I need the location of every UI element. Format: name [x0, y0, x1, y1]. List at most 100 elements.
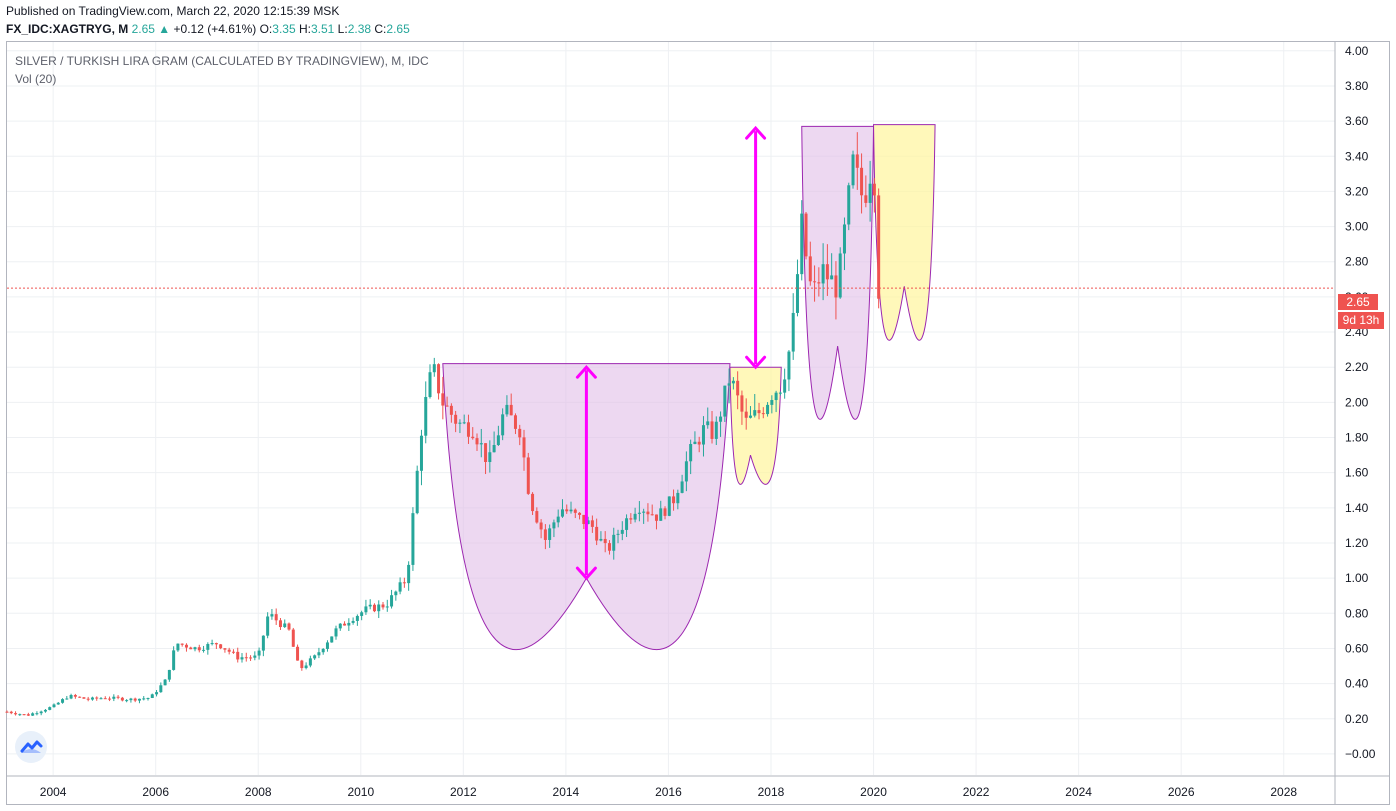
- candle-body: [813, 281, 817, 283]
- candle-body: [278, 620, 282, 628]
- candle-body: [642, 511, 646, 513]
- candle-body: [629, 518, 633, 520]
- candle-body: [69, 695, 73, 699]
- candle-body: [14, 713, 18, 715]
- candle-body: [659, 508, 663, 521]
- candle-body: [274, 614, 278, 621]
- candle-body: [351, 620, 355, 623]
- tradingview-logo-icon[interactable]: [15, 731, 47, 763]
- candle-body: [180, 643, 184, 645]
- candle-body: [428, 372, 432, 397]
- candle-body: [381, 604, 385, 608]
- candle-body: [441, 393, 445, 406]
- high-value: 3.51: [310, 22, 335, 36]
- candle-body: [411, 513, 415, 565]
- candle-body: [360, 612, 364, 616]
- candle-body: [744, 411, 748, 418]
- candle-body: [855, 154, 859, 168]
- candle-body: [300, 660, 304, 669]
- candle-body: [706, 421, 710, 426]
- candle-body: [513, 415, 517, 429]
- symbol-label: FX_IDC:XAGTRYG, M: [6, 22, 129, 36]
- y-tick-label: 3.00: [1345, 220, 1369, 234]
- arrow-head-top: [575, 364, 597, 379]
- candle-body: [99, 698, 103, 700]
- published-line: Published on TradingView.com, March 22, …: [6, 4, 340, 18]
- candle-body: [368, 604, 372, 607]
- candle-body: [202, 649, 206, 651]
- candle-body: [727, 383, 731, 386]
- candle-body: [304, 665, 308, 669]
- arrow-head-bottom: [745, 355, 767, 370]
- candle-body: [458, 422, 462, 424]
- candle-body: [129, 698, 133, 701]
- candle-body: [449, 405, 453, 415]
- candle-body: [714, 421, 718, 439]
- candle-body: [317, 652, 321, 656]
- candle-body: [31, 713, 35, 716]
- candle-body: [90, 697, 94, 700]
- y-tick-label: 0.80: [1345, 606, 1369, 620]
- candle-body: [125, 700, 129, 702]
- candle-body: [437, 364, 441, 394]
- candle-body: [825, 264, 829, 280]
- candle-body: [791, 312, 795, 352]
- candle-body: [372, 604, 376, 612]
- candle-body: [804, 213, 808, 257]
- low-label: L:: [337, 22, 348, 36]
- chart-frame[interactable]: [6, 41, 1390, 805]
- y-tick-label: 3.60: [1345, 114, 1369, 128]
- candle-body: [82, 697, 86, 699]
- candle-body: [261, 635, 265, 651]
- volume-legend: Vol (20): [15, 72, 57, 86]
- candle-body: [142, 698, 146, 700]
- candle-body: [539, 522, 543, 530]
- candle-body: [851, 154, 855, 186]
- x-tick-label: 2006: [142, 785, 169, 799]
- candle-body: [672, 496, 676, 504]
- candle-body: [407, 564, 411, 584]
- candle-body: [676, 492, 680, 504]
- candle-body: [496, 435, 500, 445]
- x-tick-label: 2022: [963, 785, 990, 799]
- candle-body: [155, 692, 159, 695]
- candle-body: [321, 648, 325, 653]
- candle-body: [48, 707, 52, 710]
- candle-body: [291, 629, 295, 647]
- x-tick-label: 2010: [347, 785, 374, 799]
- candle-body: [578, 512, 582, 515]
- y-tick-label: 0.20: [1345, 712, 1369, 726]
- candle-body: [625, 518, 629, 530]
- x-tick-label: 2028: [1270, 785, 1297, 799]
- x-tick-label: 2026: [1168, 785, 1195, 799]
- candle-body: [620, 529, 624, 534]
- candle-body: [646, 511, 650, 515]
- candle-body: [9, 711, 13, 714]
- bar-countdown-label: 9d 13h: [1338, 312, 1384, 329]
- candle-body: [133, 698, 137, 701]
- candle-body: [817, 282, 821, 284]
- y-tick-label: 4.00: [1345, 44, 1369, 58]
- candle-body: [505, 404, 509, 415]
- candle-body: [586, 520, 590, 525]
- candle-body: [877, 195, 881, 299]
- candle-body: [492, 444, 496, 453]
- candle-body: [5, 711, 9, 713]
- candle-body: [795, 274, 799, 313]
- candle-body: [163, 679, 167, 686]
- candle-body: [488, 452, 492, 463]
- chart-legend-title: SILVER / TURKISH LIRA GRAM (CALCULATED B…: [15, 54, 429, 68]
- candle-body: [616, 533, 620, 535]
- candle-body: [398, 582, 402, 592]
- candle-body: [454, 414, 458, 424]
- candle-body: [56, 702, 60, 705]
- candle-body: [697, 441, 701, 445]
- x-tick-label: 2018: [758, 785, 785, 799]
- candle-body: [501, 414, 505, 436]
- candle-body: [22, 714, 26, 716]
- candle-body: [184, 644, 188, 648]
- candle-body: [193, 647, 197, 650]
- candle-body: [531, 493, 535, 512]
- candle-body: [35, 713, 39, 715]
